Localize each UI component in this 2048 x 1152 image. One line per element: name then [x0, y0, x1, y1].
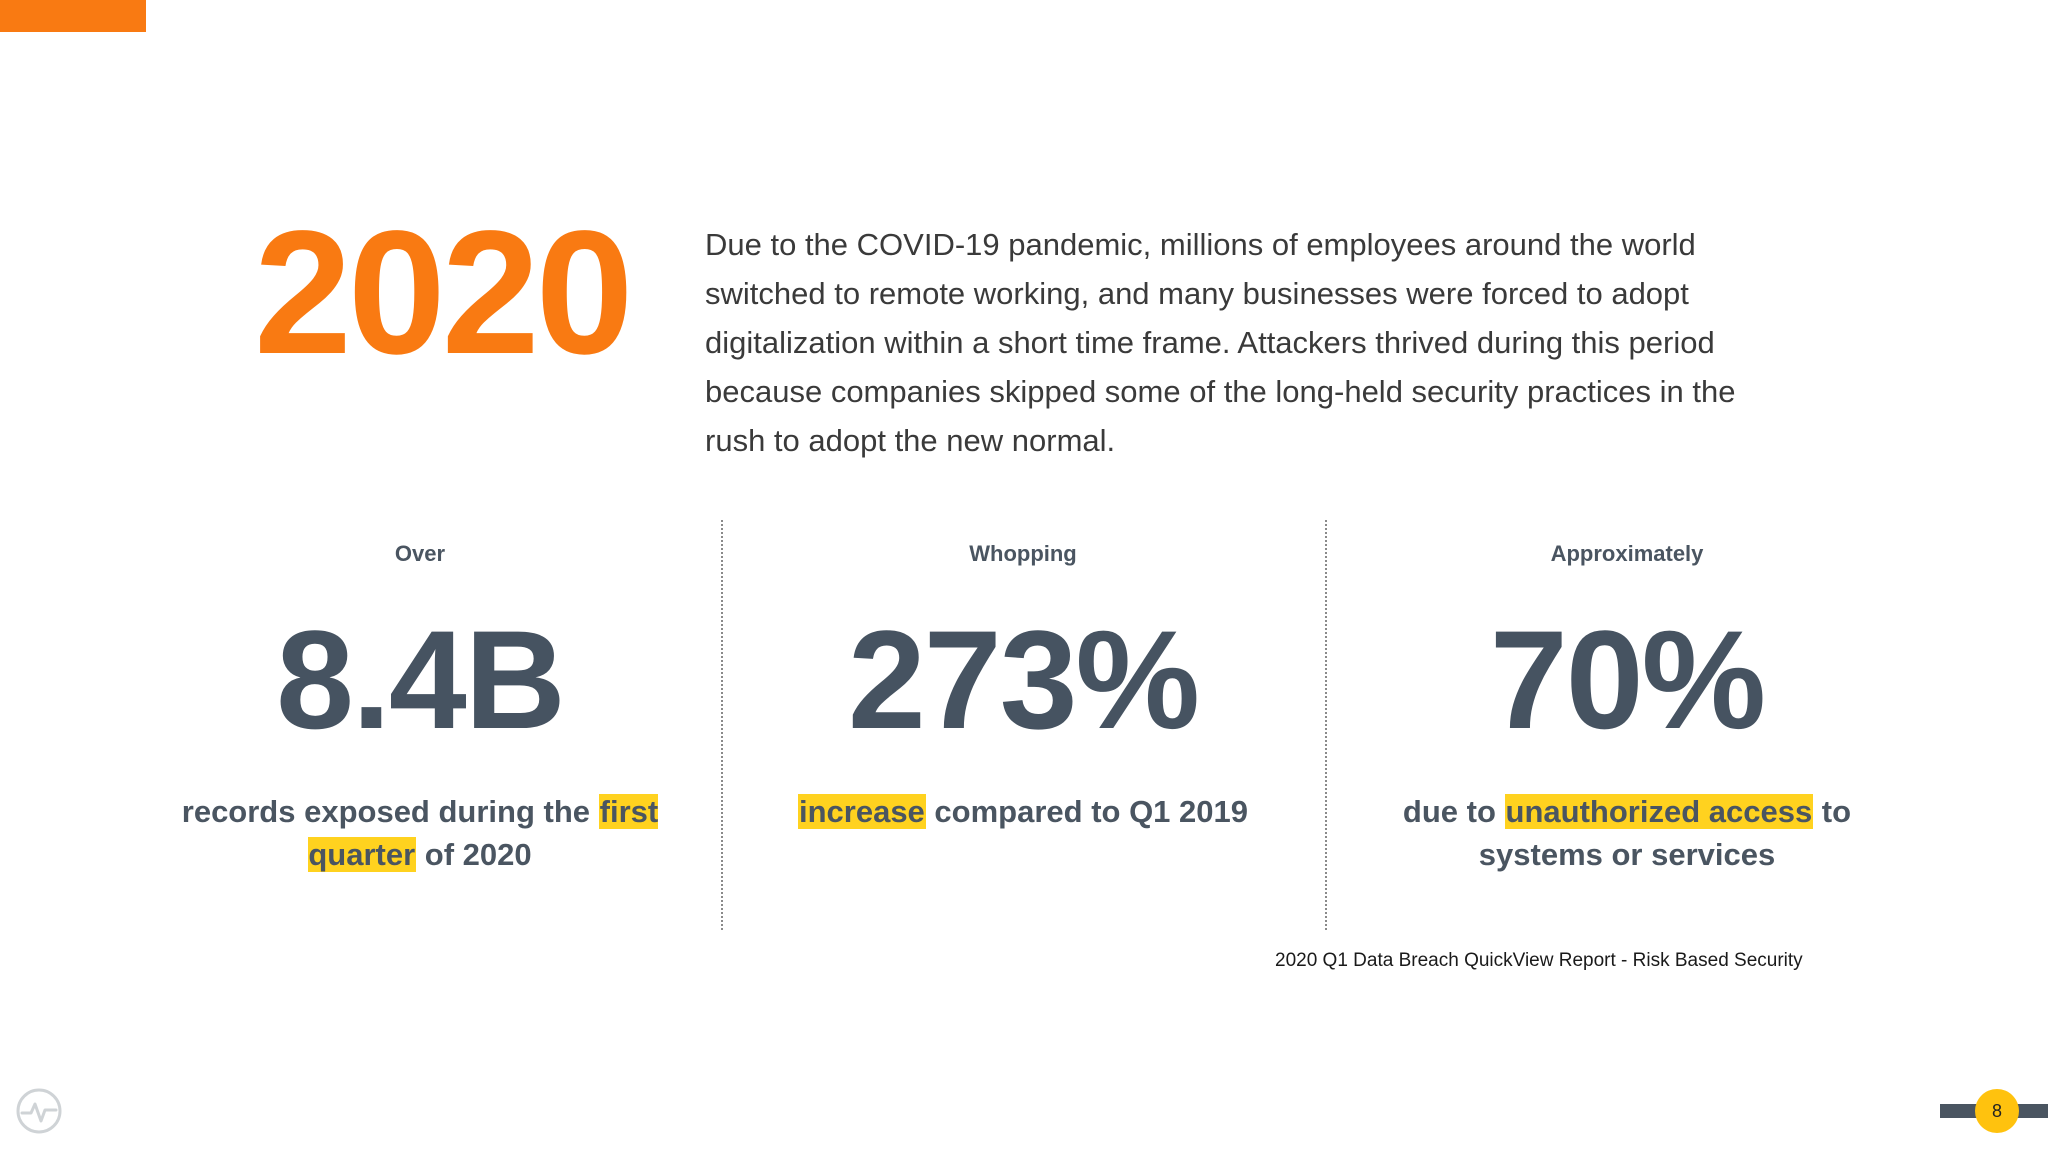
stat-qualifier: Over — [394, 541, 446, 566]
dotted-divider — [1325, 520, 1327, 930]
desc-highlight: unauthorized access — [1504, 794, 1814, 829]
desc-text: due to — [1402, 794, 1505, 829]
dotted-divider — [721, 520, 723, 930]
stat-description: due to unauthorized access to systems or… — [1347, 790, 1907, 876]
stat-value: 70% — [1489, 601, 1766, 758]
intro-paragraph: Due to the COVID-19 pandemic, millions o… — [705, 227, 1736, 458]
stat-column-increase: Whopping 273% increase compared to Q1 20… — [743, 530, 1303, 833]
desc-highlight: increase — [797, 794, 926, 829]
stat-description: records exposed during the first quarter… — [140, 790, 700, 876]
stat-description: increase compared to Q1 2019 — [743, 790, 1303, 833]
desc-text: records exposed during the — [181, 794, 599, 829]
source-citation: 2020 Q1 Data Breach QuickView Report - R… — [1275, 950, 1803, 971]
headline-year: 2020 — [254, 195, 634, 391]
desc-text: compared to Q1 2019 — [925, 794, 1248, 829]
stat-value: 273% — [847, 601, 1200, 758]
stat-value: 8.4B — [276, 601, 566, 758]
accent-bar — [0, 0, 146, 32]
desc-text: of 2020 — [416, 837, 532, 872]
stat-column-records: Over 8.4B records exposed during the fir… — [140, 530, 700, 876]
pulse-circle-icon — [16, 1088, 62, 1134]
desc-text: to systems or services — [1478, 794, 1852, 872]
stat-qualifier: Approximately — [1550, 541, 1704, 566]
stat-qualifier: Whopping — [969, 541, 1077, 566]
stat-column-unauthorized: Approximately 70% due to unauthorized ac… — [1347, 530, 1907, 876]
page-number-badge: 8 — [1975, 1089, 2019, 1133]
